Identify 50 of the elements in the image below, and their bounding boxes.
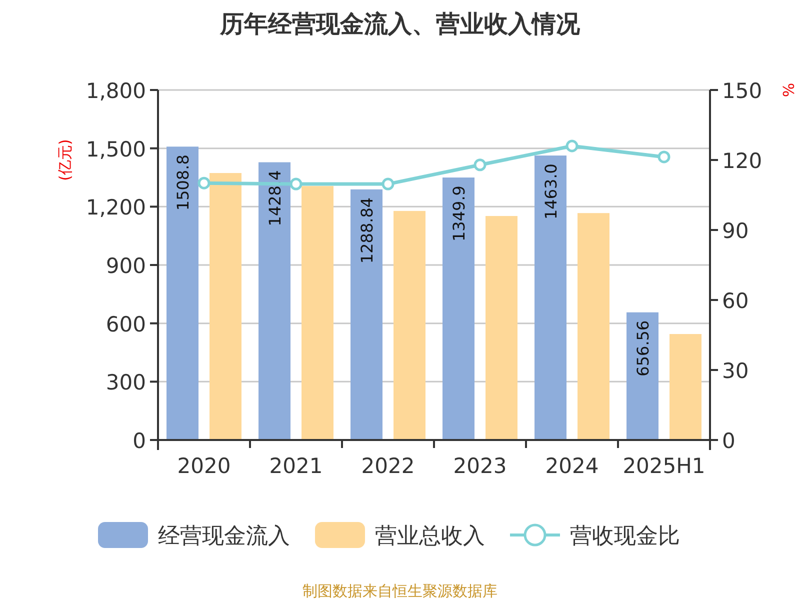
- point: [198, 176, 210, 190]
- data-label: 1428.4: [266, 170, 284, 226]
- chart-title: 历年经营现金流入、营业收入情况: [219, 10, 581, 38]
- bar: [166, 146, 198, 440]
- x-tick-label: 2020: [177, 454, 231, 478]
- y-tick-label: 1,200: [86, 196, 146, 220]
- y2-tick-label: 30: [722, 359, 749, 383]
- data-label: 1349.9: [450, 186, 468, 242]
- legend-label: 经营现金流入: [158, 524, 290, 549]
- y-tick-label: 900: [106, 254, 146, 278]
- legend-label: 营业总收入: [375, 524, 485, 549]
- data-label: 1463.0: [542, 164, 560, 220]
- bar: [258, 162, 290, 440]
- point: [566, 140, 578, 152]
- y-tick-label: 600: [106, 312, 146, 336]
- y-tick-label: 1,500: [86, 137, 146, 162]
- y2-tick-label: 120: [722, 149, 762, 173]
- bar: [394, 210, 426, 440]
- x-tick-label: 2022: [361, 454, 415, 478]
- bar: [350, 189, 382, 440]
- bar: [442, 178, 474, 440]
- x-tick-label: 2021: [269, 454, 323, 478]
- x-tick-label: 2023: [453, 454, 507, 478]
- y2-tick-label: 150: [722, 79, 762, 103]
- y-axis-title: (亿元): [56, 139, 74, 181]
- y-tick-label: 1,800: [86, 79, 146, 103]
- bar: [210, 173, 242, 440]
- y-tick-label: 300: [106, 370, 146, 395]
- legend-label: 营收现金比: [570, 524, 680, 549]
- y2-tick-label: 0: [722, 429, 736, 453]
- point: [290, 178, 302, 190]
- y-tick-label: 0: [132, 429, 146, 453]
- x-tick-label: 2025H1: [622, 454, 706, 478]
- bar: [486, 216, 518, 440]
- text: 制图数据来自恒生聚源数据库: [302, 582, 498, 600]
- x-tick-label: 2024: [545, 454, 599, 478]
- bar: [626, 312, 658, 440]
- bar: [534, 156, 566, 440]
- y2-tick-label: 90: [722, 219, 749, 243]
- point: [658, 150, 670, 164]
- data-label: 656.56: [634, 320, 652, 376]
- y2-tick-label: 60: [722, 289, 749, 313]
- y2-axis-title: %: [779, 82, 797, 98]
- bar: [302, 186, 334, 440]
- point: [382, 178, 394, 190]
- point: [474, 158, 486, 172]
- bar: [670, 334, 702, 440]
- bar: [578, 213, 610, 440]
- data-label: 1288.84: [358, 197, 376, 264]
- data-label: 1508.8: [174, 154, 192, 211]
